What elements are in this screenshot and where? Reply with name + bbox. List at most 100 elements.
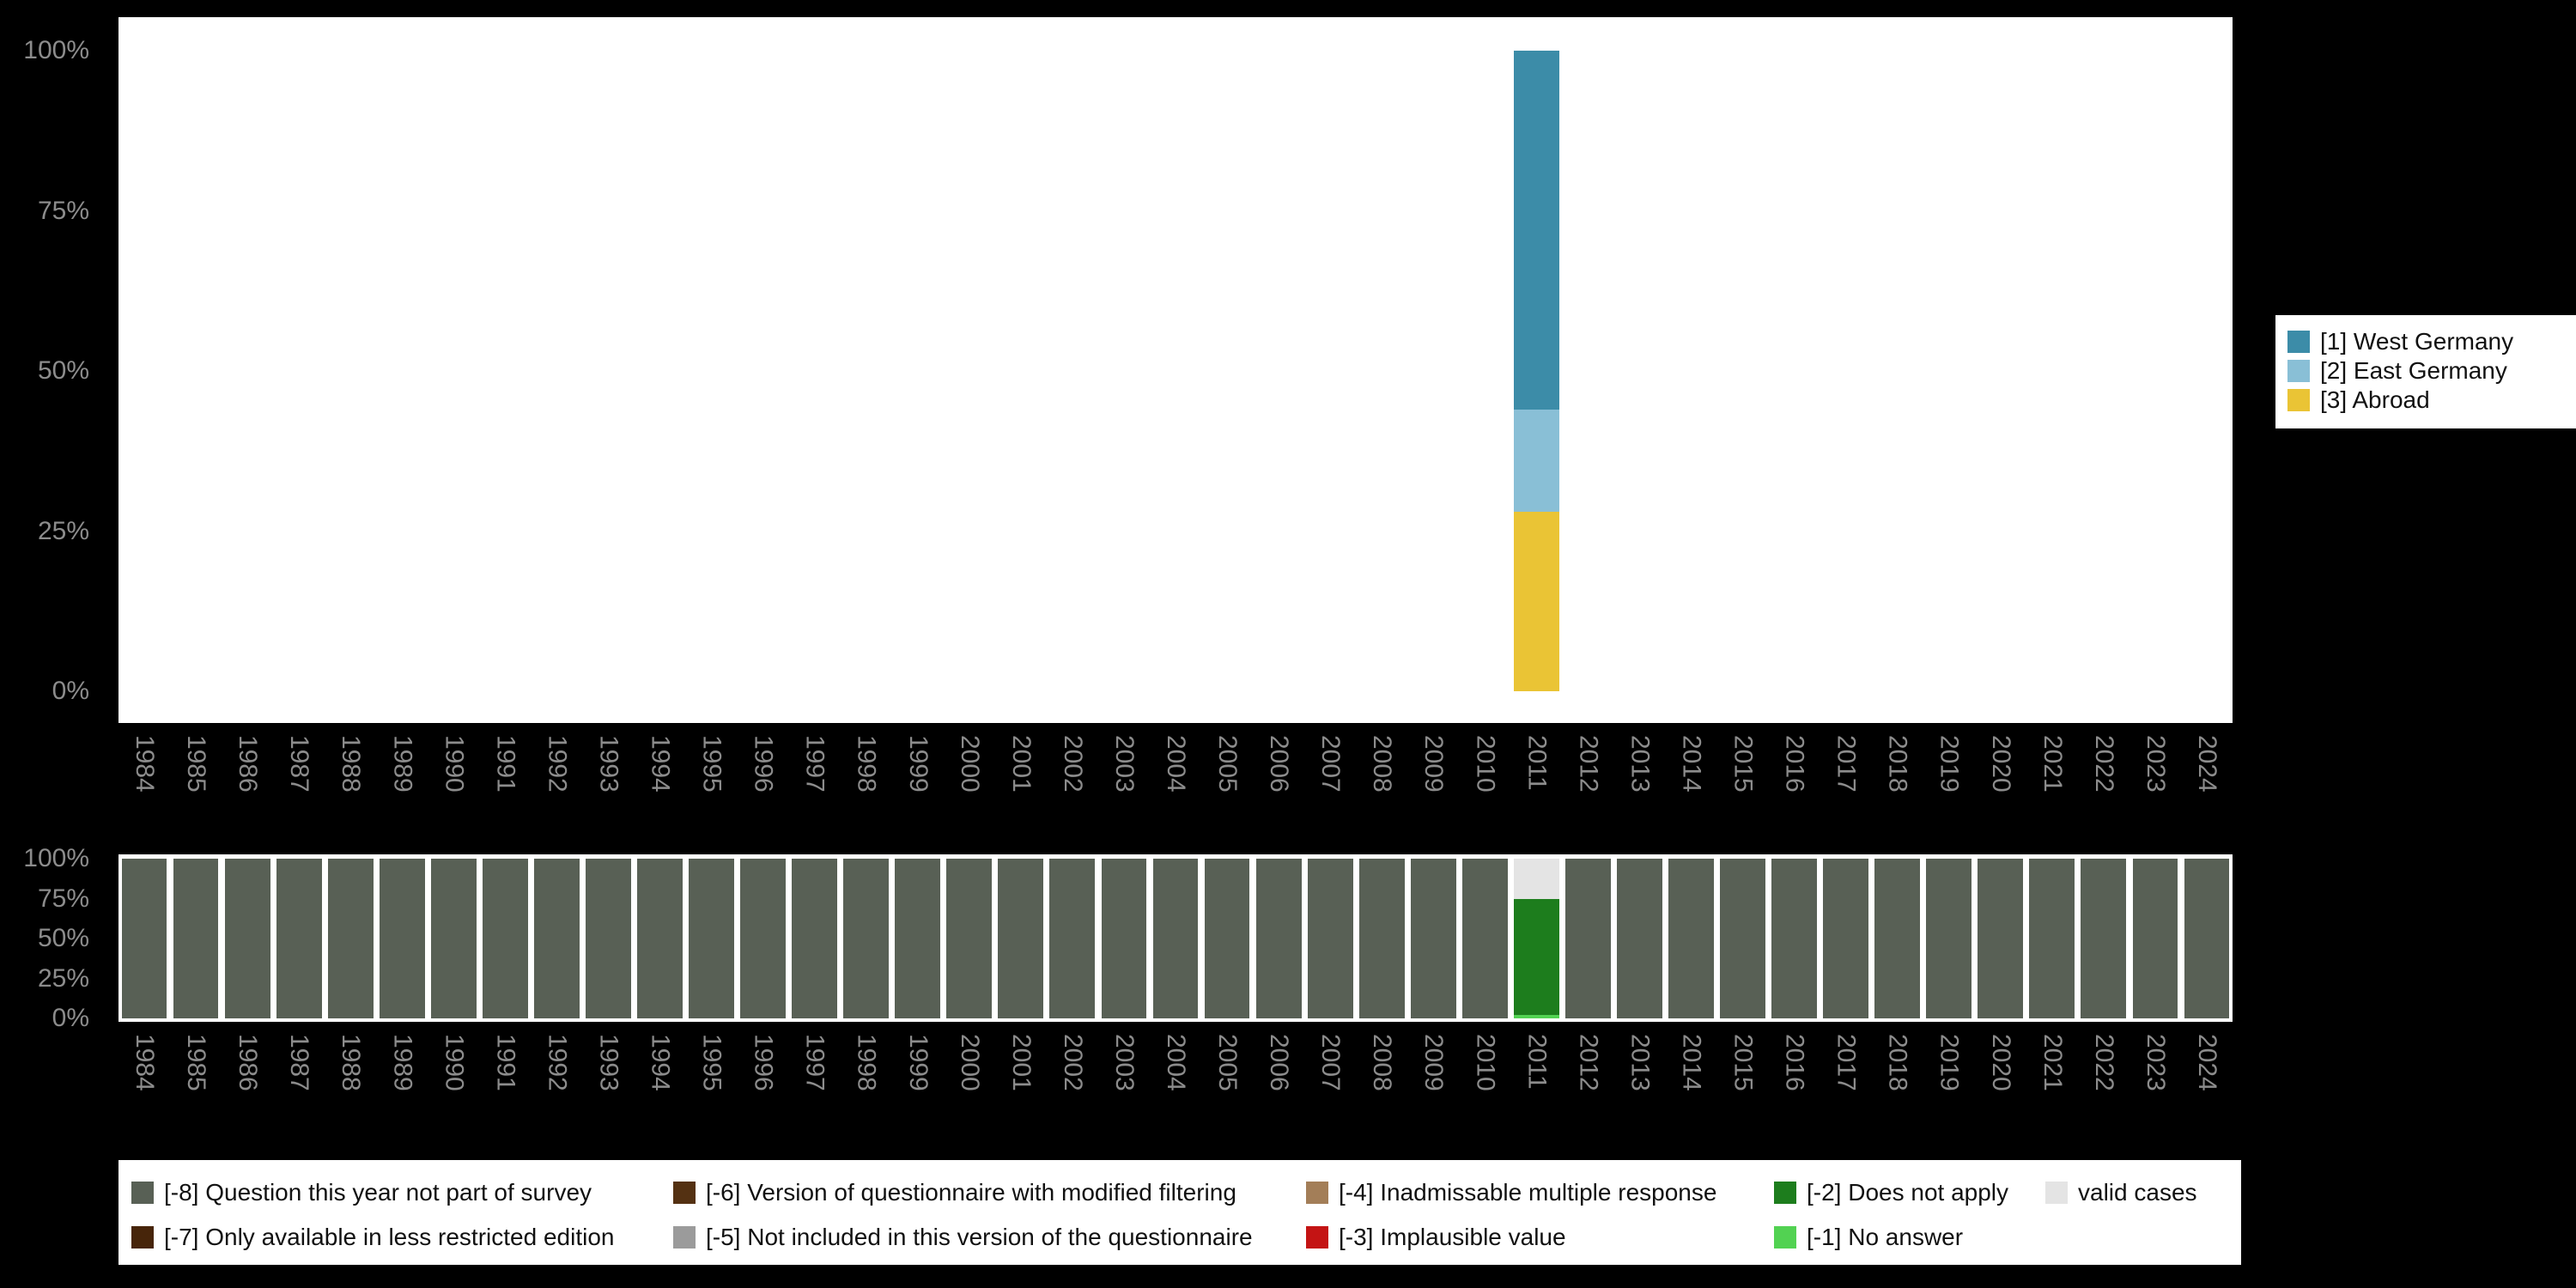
legend-swatch [1306,1226,1328,1249]
legend-swatch [2287,389,2310,411]
legend-item: [1] West Germany [2287,327,2576,356]
bar-segment [1823,859,1868,1018]
bar-segment [1102,859,1147,1018]
x-tick-label-2001: 2001 [1006,735,1036,793]
distribution-chart-x-axis: 1984198519861987198819891990199119921993… [118,732,2233,833]
bar-1991 [483,859,528,1018]
bar-1985 [173,859,219,1018]
bar-segment [2029,859,2075,1018]
x-tick-label-2008: 2008 [1367,1034,1396,1091]
bar-1988 [328,859,374,1018]
x-tick-label-1994: 1994 [646,1034,675,1091]
legend-label: [-8] Question this year not part of surv… [164,1179,592,1206]
bar-segment [173,859,219,1018]
legend-item: [-4] Inadmissable multiple response [1306,1179,1716,1206]
x-tick-label-2001: 2001 [1006,1034,1036,1091]
bar-2010 [1462,859,1508,1018]
bar-2009 [1411,859,1456,1018]
x-tick-label-1997: 1997 [800,735,829,793]
bar-1996 [740,859,786,1018]
legend-item: [-8] Question this year not part of surv… [131,1179,592,1206]
x-tick-label-2005: 2005 [1212,735,1242,793]
x-tick-label-1986: 1986 [233,735,262,793]
x-tick-label-2016: 2016 [1780,1034,1809,1091]
x-tick-label-2000: 2000 [955,735,984,793]
distribution-chart-plot-area [118,17,2233,723]
legend-label: [-6] Version of questionnaire with modif… [706,1179,1236,1206]
x-tick-label-1992: 1992 [542,1034,571,1091]
bar-2005 [1205,859,1250,1018]
bar-segment [380,859,425,1018]
x-tick-label-2010: 2010 [1470,1034,1499,1091]
x-tick-label-1998: 1998 [852,735,881,793]
legend-label: [-3] Implausible value [1339,1224,1566,1251]
bar-2013 [1617,859,1662,1018]
bar-2018 [1874,859,1920,1018]
legend-swatch [673,1226,696,1249]
distribution-chart-legend: [1] West Germany[2] East Germany[3] Abro… [2275,315,2576,428]
bar-segment [1308,859,1353,1018]
bar-segment [1256,859,1302,1018]
x-tick-label-2024: 2024 [2192,1034,2221,1091]
bar-2016 [1771,859,1817,1018]
x-tick-label-2023: 2023 [2141,1034,2170,1091]
x-tick-label-1988: 1988 [336,1034,365,1091]
legend-swatch [131,1226,154,1249]
missing-values-chart-bars [118,859,2233,1018]
missing-values-chart-x-axis: 1984198519861987198819891990199119921993… [118,1030,2233,1132]
distribution-chart-y-axis: 0%25%50%75%100% [0,51,96,691]
variable-availability-report: 0%25%50%75%100% 198419851986198719881989… [0,0,2576,1288]
missing-values-chart-plot-area [118,854,2233,1022]
bar-1990 [431,859,477,1018]
bar-segment [1359,859,1405,1018]
legend-label: [2] East Germany [2320,357,2507,385]
x-tick-label-2009: 2009 [1419,735,1448,793]
bar-1994 [637,859,683,1018]
legend-label: [3] Abroad [2320,386,2430,414]
x-tick-label-1993: 1993 [593,1034,623,1091]
legend-item: [-5] Not included in this version of the… [673,1224,1253,1251]
bar-segment [1771,859,1817,1018]
x-tick-label-2024: 2024 [2192,735,2221,793]
bar-2023 [2133,859,2178,1018]
x-tick-label-2000: 2000 [955,1034,984,1091]
legend-label: [-7] Only available in less restricted e… [164,1224,614,1251]
legend-item: [-1] No answer [1774,1224,1963,1251]
legend-swatch [2287,360,2310,382]
legend-swatch [1774,1226,1796,1249]
x-tick-label-2010: 2010 [1470,735,1499,793]
bar-segment [1617,859,1662,1018]
x-tick-label-1996: 1996 [749,735,778,793]
legend-label: [1] West Germany [2320,328,2513,355]
x-tick-label-1987: 1987 [284,1034,313,1091]
bar-segment [740,859,786,1018]
x-tick-label-2021: 2021 [2038,1034,2067,1091]
bar-segment [1514,512,1559,691]
distribution-chart-bars [118,51,2233,691]
x-tick-label-1996: 1996 [749,1034,778,1091]
bar-segment [483,859,528,1018]
x-tick-label-1990: 1990 [439,735,468,793]
bar-segment [792,859,837,1018]
x-tick-label-2013: 2013 [1625,1034,1654,1091]
x-tick-label-1998: 1998 [852,1034,881,1091]
x-tick-label-2020: 2020 [1986,735,2015,793]
x-tick-label-2008: 2008 [1367,735,1396,793]
bar-2011 [1514,51,1559,691]
x-tick-label-1989: 1989 [387,1034,416,1091]
bar-segment [1720,859,1765,1018]
x-tick-label-1987: 1987 [284,735,313,793]
bar-1987 [276,859,322,1018]
bar-segment [1514,1015,1559,1018]
y-tick-label: 75% [38,197,89,226]
bar-2002 [1049,859,1095,1018]
legend-item: [-7] Only available in less restricted e… [131,1224,614,1251]
bar-2021 [2029,859,2075,1018]
x-tick-label-2018: 2018 [1883,1034,1912,1091]
bar-segment [998,859,1043,1018]
bar-segment [276,859,322,1018]
x-tick-label-1984: 1984 [130,735,159,793]
legend-item: [-2] Does not apply [1774,1179,2008,1206]
missing-values-legend: [-8] Question this year not part of surv… [118,1160,2241,1265]
bar-1999 [895,859,940,1018]
